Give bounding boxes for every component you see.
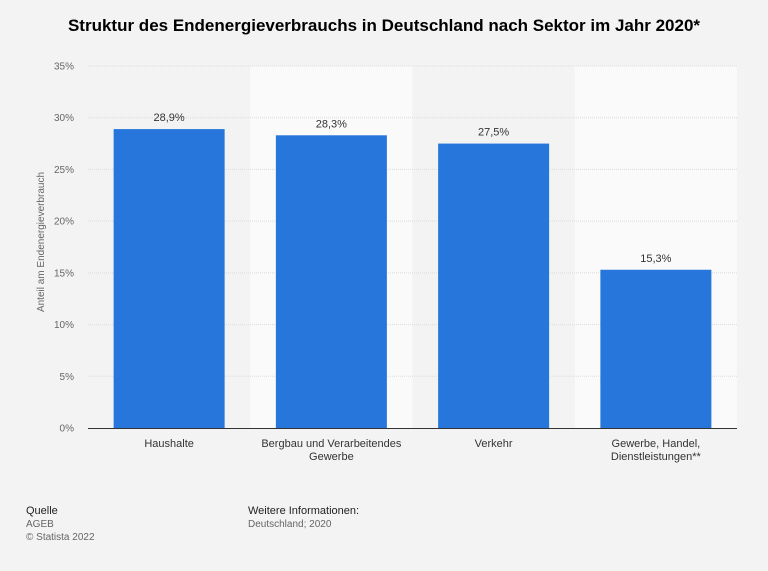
x-tick-label: Haushalte (144, 438, 194, 450)
x-tick-label: Verkehr (475, 438, 513, 450)
info-heading: Weitere Informationen: (248, 505, 360, 517)
data-label: 27,5% (478, 127, 509, 139)
x-tick-label: Dienstleistungen** (611, 451, 702, 463)
data-label: 15,3% (640, 253, 671, 265)
x-tick-label: Gewerbe, Handel, (612, 438, 701, 450)
copyright: © Statista 2022 (26, 532, 95, 543)
bar-chart: 0% 5% 10% 15% 20% 25% 30% 35% 28,9% 28,3% 27,5% 15,… (36, 62, 737, 463)
y-tick-label: 0% (60, 424, 75, 435)
bar[interactable] (275, 135, 387, 428)
bar[interactable] (113, 129, 225, 428)
y-tick-label: 5% (60, 372, 75, 383)
data-label: 28,3% (316, 118, 347, 130)
y-axis-title: Anteil am Endenergieverbrauch (36, 172, 47, 312)
x-tick-label: Bergbau und Verarbeitendes (261, 438, 402, 450)
info-text: Deutschland; 2020 (248, 519, 332, 530)
chart-title: Struktur des Endenergieverbrauchs in Deu… (67, 16, 701, 35)
source-heading: Quelle (26, 505, 58, 517)
source-name: AGEB (26, 519, 54, 530)
y-tick-label: 30% (54, 113, 74, 124)
y-tick-label: 15% (54, 268, 74, 279)
y-tick-label: 25% (54, 165, 74, 176)
y-tick-label: 10% (54, 320, 74, 331)
source-block: Quelle AGEB © Statista 2022 (26, 505, 95, 544)
bar[interactable] (600, 269, 712, 428)
info-block: Weitere Informationen: Deutschland; 2020 (248, 505, 359, 531)
y-tick-label: 35% (54, 62, 74, 73)
data-label: 28,9% (154, 112, 185, 124)
bar[interactable] (438, 143, 550, 429)
x-tick-label: Gewerbe (309, 451, 354, 463)
y-tick-label: 20% (54, 217, 74, 228)
